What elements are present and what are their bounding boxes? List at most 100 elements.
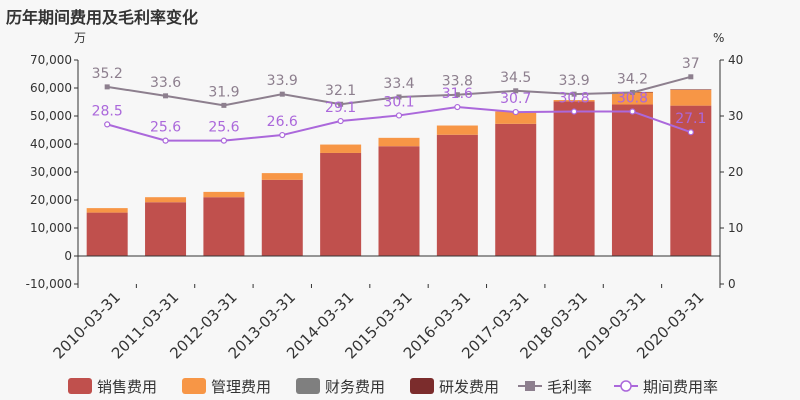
legend-swatch	[68, 378, 92, 394]
point-期间费用率	[395, 112, 403, 119]
bar-销售费用	[145, 202, 187, 256]
bar-管理费用	[553, 100, 595, 102]
data-label-毛利率: 37	[682, 56, 700, 72]
bar-管理费用	[261, 173, 303, 180]
data-label-毛利率: 32.1	[325, 83, 356, 99]
point-期间费用率	[220, 137, 228, 144]
point-毛利率	[396, 94, 402, 100]
bar-销售费用	[203, 197, 245, 256]
y-left-tick-label: 60,000	[30, 81, 72, 95]
point-毛利率	[629, 89, 635, 95]
y-left-tick-label: 30,000	[30, 165, 72, 179]
point-期间费用率	[629, 108, 636, 115]
legend-label: 财务费用	[325, 378, 385, 396]
legend-swatch	[525, 381, 535, 391]
point-期间费用率	[279, 131, 286, 139]
y-right-tick-label: 20	[728, 165, 743, 179]
legend-swatch	[620, 380, 632, 392]
legend-label: 管理费用	[211, 378, 271, 396]
y-right-unit: %	[713, 31, 724, 45]
data-label-毛利率: 34.2	[617, 71, 648, 87]
data-label-毛利率: 33.9	[559, 73, 590, 89]
point-毛利率	[571, 91, 577, 97]
bar-管理费用	[378, 137, 420, 147]
data-label-期间费用率: 30.7	[500, 91, 531, 107]
bar-销售费用	[611, 104, 653, 257]
data-label-期间费用率: 26.6	[267, 114, 298, 130]
data-label-期间费用率: 27.1	[675, 111, 706, 127]
y-left-tick-label: -10,000	[26, 277, 72, 291]
point-毛利率	[104, 84, 110, 90]
y-left-unit: 万	[74, 31, 86, 45]
data-labels: 35.2 33.6 31.9 33.9 32.1 33.4 33.8 34.5 33.9 34.2…	[92, 56, 707, 136]
data-label-期间费用率: 30.8	[559, 91, 590, 107]
y-right-tick-label: 0	[728, 277, 736, 291]
data-label-期间费用率: 28.5	[92, 103, 123, 119]
bar-销售费用	[436, 134, 478, 256]
y-right-tick-label: 10	[728, 221, 743, 235]
bar-销售费用	[553, 101, 595, 256]
y-left-tick-label: 50,000	[30, 109, 72, 123]
point-毛利率	[163, 93, 169, 99]
y-right-tick-label: 40	[728, 53, 743, 67]
point-期间费用率	[570, 108, 578, 115]
bar-管理费用	[145, 197, 187, 203]
bar-销售费用	[495, 123, 537, 256]
data-label-毛利率: 34.5	[500, 70, 531, 86]
data-label-毛利率: 31.9	[208, 84, 239, 100]
bar-销售费用	[86, 212, 128, 256]
bar-销售费用	[261, 179, 303, 256]
legend-swatch	[410, 378, 434, 394]
y-left-tick-label: 70,000	[30, 53, 72, 67]
point-毛利率	[279, 91, 285, 97]
data-label-毛利率: 35.2	[92, 66, 123, 82]
data-label-毛利率: 33.6	[150, 75, 181, 91]
y-left-tick-label: 40,000	[30, 137, 72, 151]
point-毛利率	[688, 74, 694, 80]
point-期间费用率	[454, 103, 461, 111]
y-left-tick-label: 0	[64, 249, 72, 263]
chart-title: 历年期间费用及毛利率变化	[6, 8, 199, 27]
line-期间费用率	[106, 106, 692, 142]
bar-管理费用	[436, 125, 478, 135]
legend: 销售费用 管理费用 财务费用 研发费用 毛利率 期间费用率	[68, 378, 718, 396]
data-label-毛利率: 33.9	[267, 73, 298, 89]
y-left-tick-label: 20,000	[30, 193, 72, 207]
point-毛利率	[513, 88, 519, 94]
data-label-毛利率: 33.4	[383, 76, 414, 92]
legend-swatch	[296, 378, 320, 394]
data-label-期间费用率: 25.6	[150, 120, 181, 136]
legend-label: 研发费用	[439, 378, 499, 396]
bar-layer	[86, 89, 712, 257]
line-layer	[104, 74, 694, 144]
data-label-期间费用率: 29.1	[325, 100, 356, 116]
bar-管理费用	[611, 92, 653, 105]
y-left-tick-label: 10,000	[30, 221, 72, 235]
bar-管理费用	[320, 144, 362, 153]
point-毛利率	[454, 92, 460, 98]
bar-管理费用	[86, 208, 128, 213]
bar-销售费用	[320, 152, 362, 256]
bar-管理费用	[670, 89, 712, 106]
y-right-tick-label: 30	[728, 109, 743, 123]
data-label-毛利率: 33.8	[442, 74, 473, 90]
point-毛利率	[221, 102, 227, 108]
bar-研发费用	[670, 89, 712, 90]
data-label-期间费用率: 31.6	[442, 86, 473, 102]
legend-label: 期间费用率	[643, 378, 718, 396]
legend-label: 销售费用	[97, 378, 157, 396]
point-毛利率	[338, 101, 344, 107]
point-期间费用率	[687, 129, 694, 136]
data-label-期间费用率: 25.6	[208, 120, 239, 136]
point-期间费用率	[104, 121, 111, 128]
bar-销售费用	[378, 146, 420, 256]
point-期间费用率	[162, 137, 169, 144]
bar-管理费用	[203, 191, 245, 198]
legend-label: 毛利率	[547, 378, 592, 396]
legend-swatch	[182, 378, 206, 394]
point-期间费用率	[512, 108, 519, 116]
data-label-期间费用率: 30.8	[617, 91, 648, 107]
data-label-期间费用率: 30.1	[383, 94, 414, 110]
bar-管理费用	[495, 111, 537, 124]
